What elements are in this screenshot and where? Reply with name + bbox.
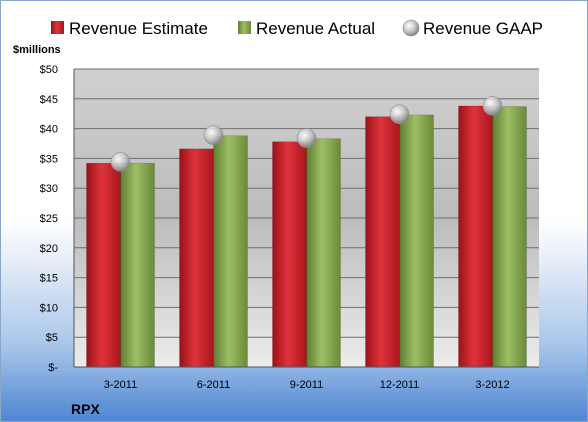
marker-revenue-gaap-9-2011 (296, 128, 317, 148)
bar-revenue-estimate-12-2011 (365, 116, 400, 368)
marker-revenue-gaap-3-2012 (482, 96, 503, 116)
y-tick-label: $25 (40, 213, 58, 225)
marker-revenue-gaap-6-2011 (203, 125, 224, 145)
legend-label-revenue-gaap: Revenue GAAP (423, 19, 543, 38)
y-tick-label: $- (48, 362, 58, 374)
bar-revenue-actual-6-2011 (213, 135, 248, 368)
x-tick-label: 6-2011 (197, 379, 230, 391)
y-tick-label: $45 (40, 94, 58, 106)
y-tick-label: $15 (40, 273, 58, 285)
legend-marker-revenue-gaap (402, 19, 420, 37)
bar-revenue-actual-12-2011 (399, 114, 434, 368)
bar-revenue-estimate-3-2012 (458, 105, 493, 368)
y-tick-label: $40 (40, 124, 58, 136)
marker-revenue-gaap-12-2011 (389, 104, 410, 125)
legend-label-revenue-estimate: Revenue Estimate (69, 19, 208, 38)
bar-revenue-estimate-3-2011 (86, 162, 121, 368)
bars (86, 96, 527, 368)
legend-swatch-revenue-estimate (51, 21, 64, 34)
x-tick-label: 12-2011 (380, 379, 420, 391)
y-tick-label: $20 (40, 243, 58, 255)
legend-swatch-revenue-actual (238, 21, 251, 34)
x-tick-label: 3-2011 (104, 379, 137, 391)
bar-revenue-actual-9-2011 (306, 138, 341, 368)
y-tick-label: $35 (40, 153, 58, 165)
y-axis-unit-label: $millions (13, 44, 61, 56)
x-tick-label: 9-2011 (290, 379, 323, 391)
x-tick-label: 3-2012 (475, 379, 509, 391)
y-tick-label: $50 (40, 64, 58, 76)
bar-revenue-actual-3-2011 (120, 162, 155, 368)
bar-revenue-estimate-9-2011 (272, 141, 307, 368)
y-tick-label: $5 (46, 332, 58, 344)
marker-revenue-gaap-3-2011 (110, 152, 131, 172)
bar-revenue-estimate-6-2011 (179, 148, 214, 368)
legend-label-revenue-actual: Revenue Actual (256, 19, 375, 38)
y-tick-label: $10 (40, 302, 58, 314)
legend: Revenue Estimate Revenue Actual Revenue … (51, 19, 543, 38)
y-tick-label: $30 (40, 183, 58, 195)
ticker-label: RPX (71, 401, 100, 417)
axes: $- $5 $10 $15 $20 $25 $30 $35 $40 $45 $50 3-2011 6-2… (40, 64, 539, 391)
bar-revenue-actual-3-2012 (492, 106, 527, 368)
